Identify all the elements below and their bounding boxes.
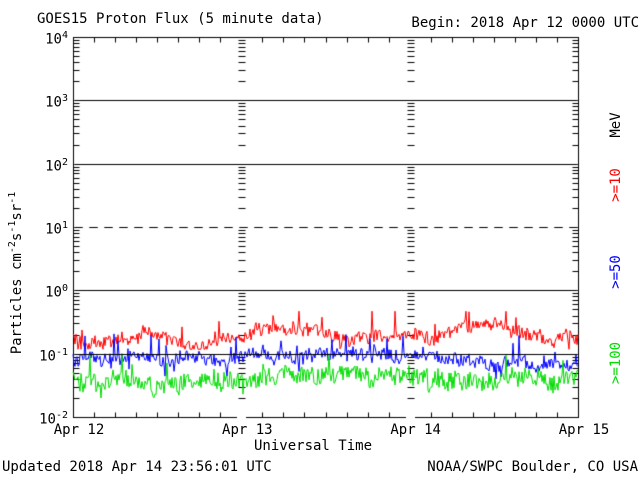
y-axis-title: Particles cm-2s-1sr-1 <box>7 191 25 355</box>
x-tick-label: Apr 14 <box>390 422 441 438</box>
chart-title: GOES15 Proton Flux (5 minute data) <box>37 11 324 27</box>
y-tick-label: 10-2 <box>39 410 68 428</box>
y-tick-label: 10-1 <box>39 346 68 365</box>
y-tick-label: 100 <box>45 283 68 301</box>
y-tick-label: 101 <box>45 220 68 238</box>
x-tick-label: Apr 15 <box>558 422 610 438</box>
x-axis-title: Universal Time <box>253 438 373 454</box>
legend-unit-label: MeV <box>608 112 624 138</box>
footer-source: NOAA/SWPC Boulder, CO USA <box>427 459 638 475</box>
y-tick-label: 103 <box>45 93 68 111</box>
legend-entry-gege100: >=100 <box>608 341 624 385</box>
legend-entry-gege10: >=10 <box>608 168 624 202</box>
x-tick-label: Apr 12 <box>53 422 105 438</box>
y-tick-label: 104 <box>45 30 68 48</box>
begin-timestamp: Begin: 2018 Apr 12 0000 UTC <box>411 15 639 31</box>
x-tick-label: Apr 13 <box>222 422 273 438</box>
legend-entry-gege50: >=50 <box>608 255 624 289</box>
footer-updated: Updated 2018 Apr 14 23:56:01 UTC <box>2 459 272 475</box>
y-tick-label: 102 <box>45 156 68 175</box>
